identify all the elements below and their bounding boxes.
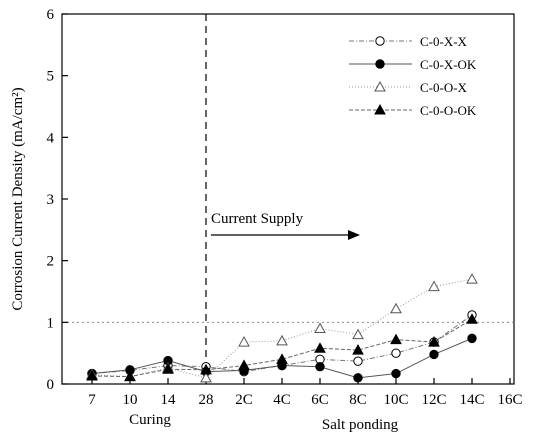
x-tick-label: 12C	[421, 392, 446, 408]
legend-label: C-0-X-X	[420, 34, 468, 49]
x-tick-label: 14	[161, 392, 177, 408]
current-supply-arrowhead	[348, 230, 360, 240]
data-point	[353, 356, 363, 366]
legend-label: C-0-O-OK	[420, 103, 477, 118]
legend-marker	[374, 80, 386, 92]
data-point	[314, 322, 326, 333]
data-point	[124, 370, 136, 382]
legend-marker	[374, 103, 386, 115]
y-axis-label: Corrosion Current Density (mA/cm²)	[10, 87, 26, 310]
x-tick-label: 10	[123, 392, 138, 408]
x-tick-label: 7	[88, 392, 96, 408]
data-point	[238, 359, 250, 370]
x-tick-label: 14C	[459, 392, 484, 408]
y-tick-label: 4	[47, 130, 55, 146]
legend: C-0-X-X C-0-X-OK C-0-O-X C-0-O-OK	[349, 34, 477, 118]
legend-label: C-0-X-OK	[420, 57, 477, 72]
y-tick-label: 1	[47, 315, 55, 331]
data-point	[86, 369, 98, 381]
series-line	[91, 318, 473, 378]
data-point	[162, 363, 174, 374]
x-tick-label: 16C	[497, 392, 522, 408]
data-point	[276, 353, 288, 364]
x-tick-label: 10C	[383, 392, 408, 408]
phase-label-curing: Curing	[129, 412, 171, 428]
series-c-0-o-ok	[86, 313, 478, 382]
x-tick-label: 28	[199, 392, 214, 408]
data-point	[200, 363, 212, 375]
data-point	[353, 373, 363, 383]
x-axis: 7 10 14 28 2C 4C 6C 8C 10C 12C 14C 16C	[88, 378, 523, 408]
data-point	[391, 348, 401, 358]
x-tick-label: 8C	[349, 392, 367, 408]
data-point	[352, 328, 364, 340]
data-point	[467, 333, 477, 344]
data-point	[390, 302, 402, 314]
data-point	[466, 273, 478, 284]
legend-label: C-0-O-X	[420, 80, 468, 95]
data-point	[276, 334, 288, 346]
series-line	[91, 278, 473, 379]
y-axis: 0 1 2 3 4 5 6	[47, 7, 68, 393]
data-point	[429, 349, 439, 360]
y-tick-label: 2	[47, 254, 55, 270]
data-point	[466, 313, 478, 324]
data-point	[315, 362, 325, 372]
y-tick-label: 6	[47, 7, 55, 23]
phase-label-salt: Salt ponding	[322, 417, 399, 433]
x-tick-label: 4C	[273, 392, 291, 408]
data-point	[428, 280, 440, 292]
legend-marker	[375, 36, 385, 46]
data-point	[352, 344, 364, 355]
x-tick-label: 6C	[311, 392, 329, 408]
y-tick-label: 5	[47, 69, 55, 85]
data-point	[391, 368, 401, 379]
data-point	[238, 336, 250, 347]
y-tick-label: 3	[47, 192, 55, 208]
data-point	[314, 342, 326, 353]
data-point	[390, 333, 402, 345]
data-point	[200, 371, 212, 383]
series-layer	[86, 273, 478, 383]
legend-marker	[375, 59, 385, 69]
y-tick-label: 0	[47, 377, 55, 393]
data-point	[428, 336, 440, 347]
x-tick-label: 2C	[235, 392, 253, 408]
current-supply-annotation: Current Supply	[211, 211, 304, 227]
